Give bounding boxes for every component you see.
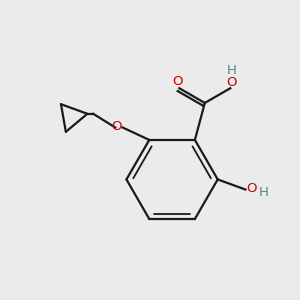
Text: O: O [247,182,257,195]
Text: H: H [226,64,236,77]
Text: H: H [259,186,269,199]
Text: O: O [172,75,183,88]
Text: O: O [226,76,237,89]
Text: O: O [111,120,122,133]
